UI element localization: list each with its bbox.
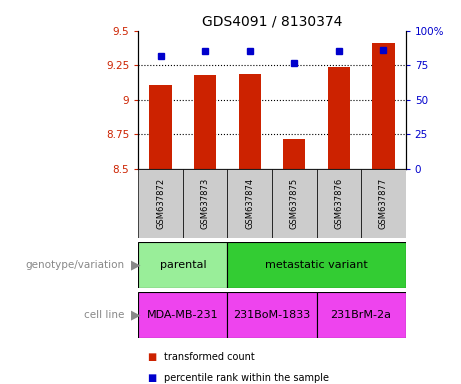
Bar <box>328 67 350 169</box>
Bar <box>138 242 227 288</box>
Text: metastatic variant: metastatic variant <box>265 260 368 270</box>
Bar <box>361 169 406 238</box>
Bar <box>138 169 183 238</box>
Text: cell line: cell line <box>84 310 124 320</box>
Text: transformed count: transformed count <box>164 352 254 362</box>
Bar <box>239 74 261 169</box>
Bar <box>372 43 395 169</box>
Text: GSM637874: GSM637874 <box>245 178 254 229</box>
Bar <box>317 292 406 338</box>
Bar <box>149 84 171 169</box>
Text: 231BrM-2a: 231BrM-2a <box>331 310 391 320</box>
Bar <box>227 292 317 338</box>
Text: GSM637872: GSM637872 <box>156 178 165 229</box>
Bar <box>317 169 361 238</box>
Text: percentile rank within the sample: percentile rank within the sample <box>164 373 329 383</box>
Text: GSM637877: GSM637877 <box>379 178 388 229</box>
Title: GDS4091 / 8130374: GDS4091 / 8130374 <box>202 14 342 28</box>
Text: MDA-MB-231: MDA-MB-231 <box>147 310 219 320</box>
Bar <box>194 75 216 169</box>
Text: ■: ■ <box>148 352 157 362</box>
Text: ▶: ▶ <box>131 308 141 321</box>
Text: ■: ■ <box>148 373 157 383</box>
Bar <box>138 292 227 338</box>
Text: GSM637876: GSM637876 <box>334 178 343 229</box>
Text: parental: parental <box>160 260 206 270</box>
Bar <box>272 169 317 238</box>
Text: GSM637875: GSM637875 <box>290 178 299 229</box>
Bar <box>227 169 272 238</box>
Text: 231BoM-1833: 231BoM-1833 <box>233 310 311 320</box>
Text: genotype/variation: genotype/variation <box>25 260 124 270</box>
Bar <box>283 139 306 169</box>
Text: ▶: ▶ <box>131 258 141 271</box>
Bar <box>183 169 227 238</box>
Text: GSM637873: GSM637873 <box>201 178 210 229</box>
Bar <box>227 242 406 288</box>
